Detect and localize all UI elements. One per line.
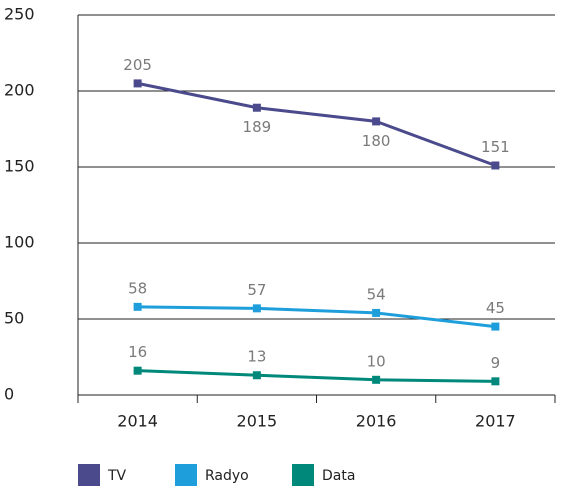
legend-swatch	[78, 464, 100, 486]
point	[252, 103, 261, 112]
data-label: 189	[243, 118, 272, 136]
legend-swatch	[292, 464, 314, 486]
y-tick-label: 100	[4, 233, 35, 252]
line	[137, 305, 496, 329]
y-tick-label: 50	[4, 309, 24, 328]
data-label: 45	[486, 299, 505, 317]
data-label: 151	[481, 138, 510, 156]
y-tick-label: 150	[4, 157, 35, 176]
data-label: 16	[128, 343, 147, 361]
point	[372, 308, 381, 317]
data-label: 54	[367, 285, 386, 303]
line	[137, 369, 496, 383]
point	[372, 375, 381, 384]
y-tick-label: 250	[4, 5, 35, 24]
data-label: 9	[491, 354, 501, 372]
point	[491, 322, 500, 331]
data-label: 13	[247, 348, 266, 366]
x-tick-label: 2016	[356, 412, 397, 431]
data-label: 180	[362, 132, 391, 150]
point	[133, 366, 142, 375]
y-tick-label: 0	[4, 385, 14, 404]
legend-label: TV	[107, 468, 127, 484]
x-tick-label: 2017	[475, 412, 516, 431]
point	[252, 304, 261, 313]
data-label: 205	[123, 56, 152, 74]
legend-label: Data	[322, 468, 355, 484]
point	[252, 371, 261, 380]
point	[491, 161, 500, 170]
point	[372, 117, 381, 126]
point	[133, 302, 142, 311]
data-label: 10	[367, 352, 386, 370]
x-tick-label: 2015	[237, 412, 278, 431]
legend-swatch	[175, 464, 197, 486]
y-tick-label: 200	[4, 81, 35, 100]
data-label: 57	[247, 281, 266, 299]
point	[491, 377, 500, 386]
data-label: 58	[128, 279, 147, 297]
x-tick-label: 2014	[117, 412, 158, 431]
legend-label: Radyo	[205, 468, 249, 484]
line	[137, 81, 496, 167]
point	[133, 79, 142, 88]
